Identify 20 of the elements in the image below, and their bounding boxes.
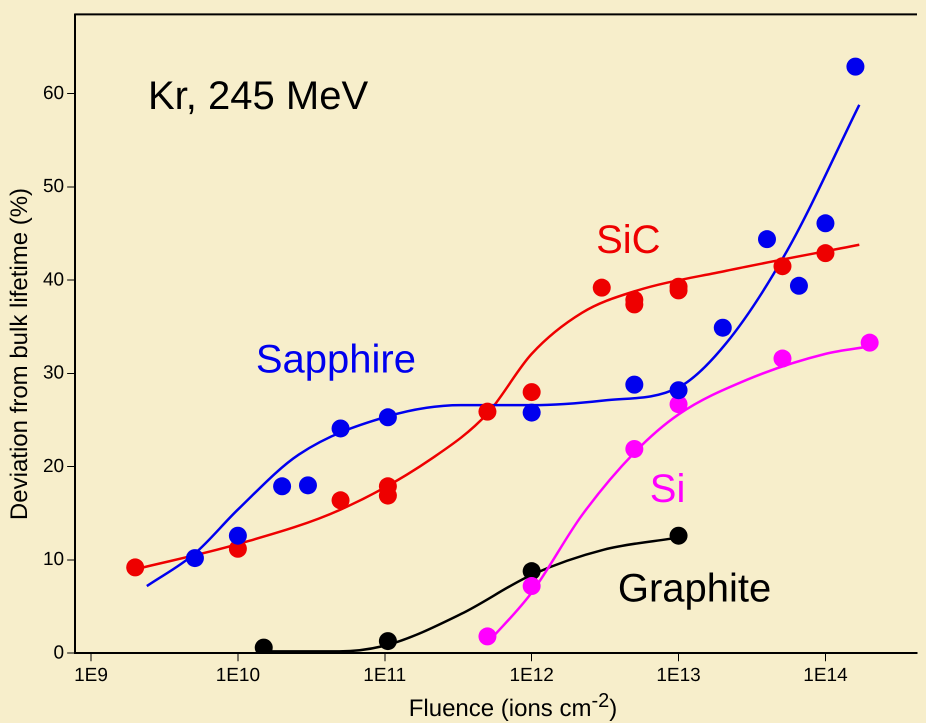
series-label: Graphite: [618, 566, 772, 611]
x-tick-label: 1E12: [509, 664, 554, 686]
y-axis-title: Deviation from bulk lifetime (%): [6, 186, 34, 522]
series-label: Sapphire: [256, 337, 416, 382]
annotation: Kr, 245 MeV: [148, 74, 368, 119]
x-tick-label: 1E9: [74, 664, 108, 686]
x-tick-label: 1E14: [803, 664, 848, 686]
y-tick-label: 50: [42, 176, 64, 198]
y-tick-label: 0: [54, 642, 64, 664]
x-axis-title: Fluence (ions cm$^{-2}$): [408, 690, 618, 723]
y-tick-label: 20: [42, 456, 64, 477]
series-label: SiC: [596, 218, 661, 262]
series-label: Si: [650, 467, 686, 512]
y-tick-label: 10: [42, 549, 64, 570]
x-tick-label: 1E11: [363, 664, 406, 686]
x-tick-label: 1E13: [656, 664, 701, 686]
x-tick-label: 1E10: [216, 664, 260, 686]
y-tick-label: 60: [42, 82, 64, 104]
y-tick-label: 40: [42, 269, 64, 290]
y-tick-label: 30: [42, 362, 64, 384]
